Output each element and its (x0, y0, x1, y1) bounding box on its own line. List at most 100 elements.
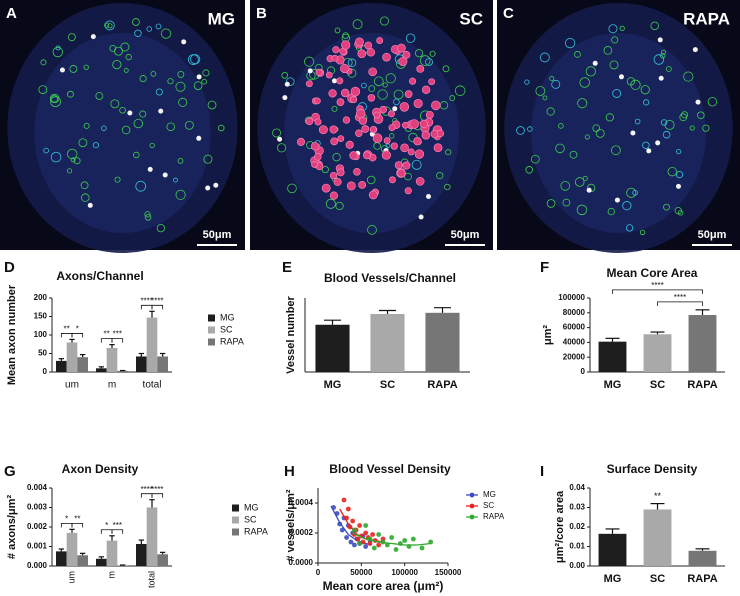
axon (442, 65, 450, 73)
vessel (657, 37, 663, 43)
vessel (162, 172, 168, 178)
bar (315, 324, 350, 372)
myelinated-axon (404, 187, 412, 195)
axon (73, 157, 81, 165)
axon (444, 183, 451, 191)
myelinated-axon (361, 125, 370, 133)
vessel (307, 68, 313, 74)
myelinated-axon (390, 142, 398, 150)
y-tick-label: 200 (34, 293, 48, 302)
axon (304, 56, 315, 67)
axon (707, 97, 718, 107)
vessel (158, 108, 164, 114)
axon (40, 59, 47, 66)
chart-panel: H Blood Vessel Density # vessels/μm²0.0000… (284, 462, 505, 593)
x-axis-label: Mean core area (μm²) (323, 579, 444, 593)
bar (66, 532, 78, 566)
axon (659, 53, 666, 59)
bar (643, 509, 672, 566)
axon (546, 199, 556, 208)
axon (576, 204, 588, 216)
significance-bracket (111, 529, 124, 534)
axon (190, 54, 201, 65)
y-tick-label: 100 (34, 330, 48, 339)
x-tick-label: RAPA (427, 379, 457, 391)
data-point (376, 542, 382, 548)
vessel (426, 193, 432, 199)
y-axis-label: μm² (542, 325, 554, 346)
data-point (344, 535, 349, 540)
axon (92, 142, 99, 149)
axon (104, 20, 115, 31)
axon (66, 148, 78, 160)
axon (184, 120, 194, 130)
axon (436, 171, 444, 180)
axon (411, 159, 422, 170)
bar (643, 334, 672, 372)
axon (166, 122, 176, 132)
axon (662, 130, 671, 139)
axon (577, 98, 588, 109)
panel-letter: F (540, 259, 549, 276)
x-tick-label: total (146, 571, 156, 588)
chart-title: Blood Vessels/Channel (324, 271, 456, 285)
axon (379, 16, 389, 26)
myelinated-axon (331, 54, 339, 62)
panel-label: SC (459, 9, 483, 28)
axon (287, 183, 297, 194)
bar (56, 551, 67, 566)
significance-label: **** (151, 485, 163, 494)
axon (564, 37, 576, 49)
axon (525, 166, 533, 174)
axon (393, 98, 400, 106)
y-tick-label: 0.04 (569, 483, 585, 492)
axon (640, 85, 650, 95)
legend-label: SC (483, 501, 494, 510)
myelinated-axon (349, 151, 358, 160)
myelinated-axon (409, 77, 417, 85)
x-tick-label: MG (604, 573, 622, 585)
axon (630, 79, 641, 90)
data-point (350, 518, 356, 524)
vessel (181, 39, 187, 45)
x-tick-label: 150000 (435, 568, 462, 577)
myelinated-axon (329, 191, 339, 200)
micrograph: A MG 50μm (0, 0, 245, 253)
bar (106, 540, 118, 566)
data-point (355, 536, 361, 542)
y-axis-label: μm²/core area (554, 490, 566, 563)
x-tick-label: MG (324, 379, 342, 391)
axon (150, 71, 157, 77)
panel-label: RAPA (683, 9, 730, 28)
vessel (392, 106, 398, 112)
myelinated-axon (314, 153, 322, 161)
axon (634, 118, 641, 125)
y-tick-label: 0.00 (569, 561, 585, 570)
axon (144, 214, 152, 221)
panel-letter: C (503, 5, 514, 22)
axon (643, 99, 650, 106)
myelinated-axon (363, 151, 371, 160)
axon (188, 54, 199, 65)
axon (607, 207, 615, 216)
axon (611, 145, 621, 156)
nerve-core (34, 33, 211, 233)
myelinated-axon (376, 37, 384, 44)
axon (342, 32, 349, 39)
bar (66, 342, 78, 372)
y-tick-label: 150 (34, 312, 48, 321)
axon (549, 76, 555, 82)
bar (56, 360, 67, 372)
axon (207, 100, 217, 110)
myelinated-axon (407, 148, 415, 156)
myelinated-axon (400, 143, 409, 153)
y-tick-label: 0 (43, 367, 48, 376)
axon (175, 81, 186, 92)
data-point (345, 506, 351, 512)
significance-label: *** (113, 521, 122, 530)
axon (516, 126, 525, 135)
axon (331, 105, 338, 112)
axon (449, 95, 456, 102)
myelinated-axon (305, 80, 313, 88)
